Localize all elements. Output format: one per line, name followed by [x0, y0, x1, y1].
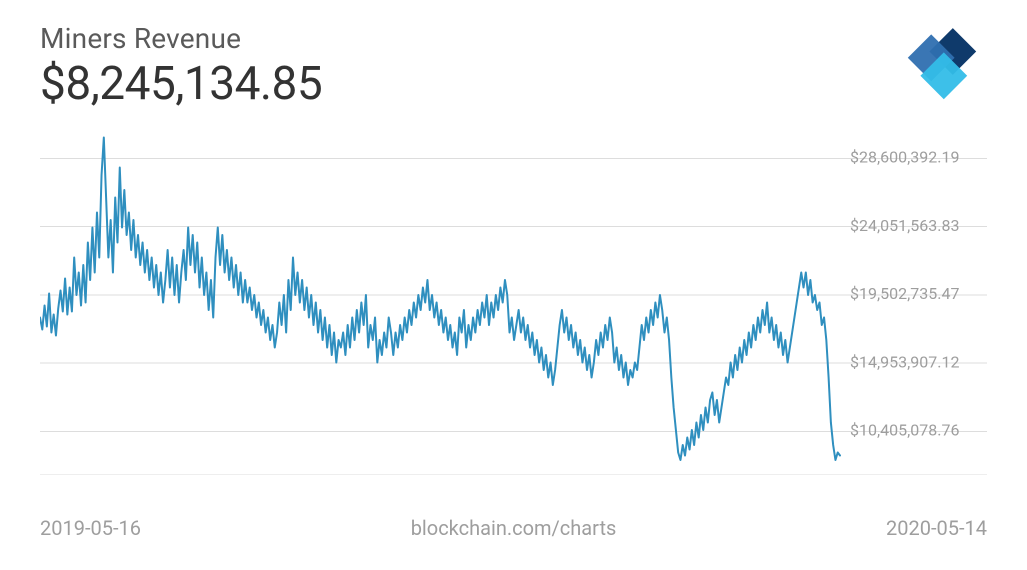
y-axis-label: $19,502,735.47 [850, 284, 959, 303]
x-axis-start-label: 2019-05-16 [40, 516, 141, 540]
chart-title: Miners Revenue [40, 22, 987, 55]
chart-card: Miners Revenue $8,245,134.85 $28,600,392… [0, 0, 1027, 570]
y-axis-label: $10,405,078.76 [850, 421, 959, 440]
y-axis-label: $24,051,563.83 [850, 216, 959, 235]
chart-series-line [40, 138, 840, 461]
brand-logo-icon [897, 20, 987, 114]
chart-source-label: blockchain.com/charts [40, 516, 987, 540]
y-axis-label: $14,953,907.12 [850, 352, 959, 371]
x-axis-end-label: 2020-05-14 [886, 516, 987, 540]
y-axis-label: $28,600,392.19 [850, 148, 959, 167]
chart-plot-area: $28,600,392.19 $24,051,563.83 $19,502,735.… [40, 130, 987, 475]
chart-footer: blockchain.com/charts 2019-05-16 2020-05… [40, 516, 987, 540]
chart-header: Miners Revenue $8,245,134.85 [40, 22, 987, 111]
chart-current-value: $8,245,134.85 [40, 57, 987, 111]
